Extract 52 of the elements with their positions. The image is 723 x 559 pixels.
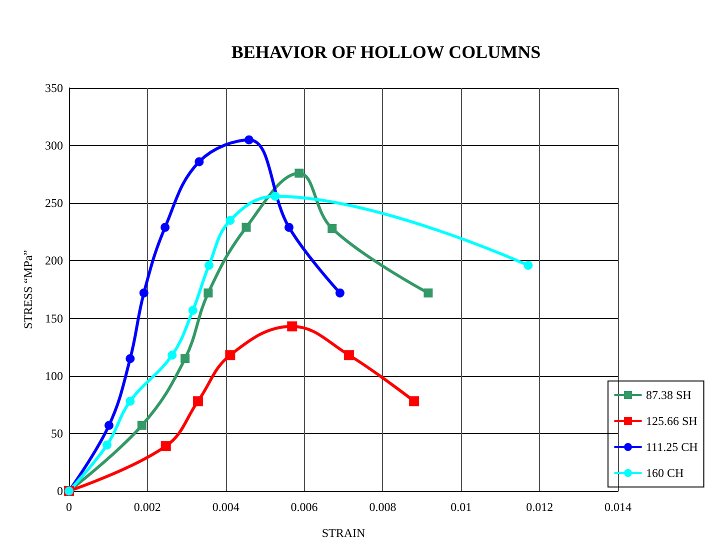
legend-label: 125.66 SH xyxy=(646,414,698,428)
point xyxy=(102,440,112,450)
y-tick-label: 250 xyxy=(45,196,63,210)
x-tick-label: 0.01 xyxy=(450,500,472,514)
y-tick-label: 100 xyxy=(45,368,63,383)
point xyxy=(104,420,114,430)
point xyxy=(204,260,214,270)
x-tick-label: 0.004 xyxy=(212,500,240,514)
x-tick-label: 0 xyxy=(66,500,72,514)
x-tick-label: 0.002 xyxy=(134,500,161,514)
x-tick-label: 0.012 xyxy=(526,500,554,514)
point xyxy=(335,288,344,298)
point xyxy=(137,420,146,430)
legend-label: 111.25 CH xyxy=(646,440,698,454)
point xyxy=(344,350,354,360)
point xyxy=(180,354,190,364)
point xyxy=(168,350,177,360)
point xyxy=(242,222,251,232)
point xyxy=(270,192,280,201)
point xyxy=(294,168,304,178)
y-tick-label: 150 xyxy=(45,311,63,326)
point xyxy=(160,441,171,452)
y-tick-label: 50 xyxy=(51,426,63,440)
point xyxy=(328,224,337,233)
y-tick-label: 300 xyxy=(45,138,63,153)
point xyxy=(225,350,236,360)
point xyxy=(193,396,204,406)
x-axis-title: STRAIN xyxy=(322,526,366,540)
chart-title: BEHAVIOR OF HOLLOW COLUMNS xyxy=(231,42,541,62)
y-tick-label: 200 xyxy=(45,254,63,268)
y-axis-title: STRESS “MPa” xyxy=(21,250,36,330)
y-tick-label: 350 xyxy=(45,81,63,95)
point xyxy=(244,135,254,144)
point xyxy=(287,321,298,332)
x-tick-label: 0.008 xyxy=(369,500,396,514)
legend-label: 160 CH xyxy=(646,466,684,480)
legend-label: 87.38 SH xyxy=(646,388,692,402)
point xyxy=(194,157,204,166)
point xyxy=(424,288,433,298)
point xyxy=(204,288,213,298)
y-tick-label: 0 xyxy=(57,484,63,498)
point xyxy=(226,216,235,225)
point xyxy=(409,396,420,406)
point xyxy=(284,222,294,232)
point xyxy=(188,306,198,315)
point xyxy=(126,354,135,364)
x-tick-label: 0.014 xyxy=(604,500,632,514)
point xyxy=(524,260,533,270)
point xyxy=(139,288,148,298)
x-tick-label: 0.006 xyxy=(290,500,318,514)
point xyxy=(160,222,170,232)
point xyxy=(126,396,135,406)
